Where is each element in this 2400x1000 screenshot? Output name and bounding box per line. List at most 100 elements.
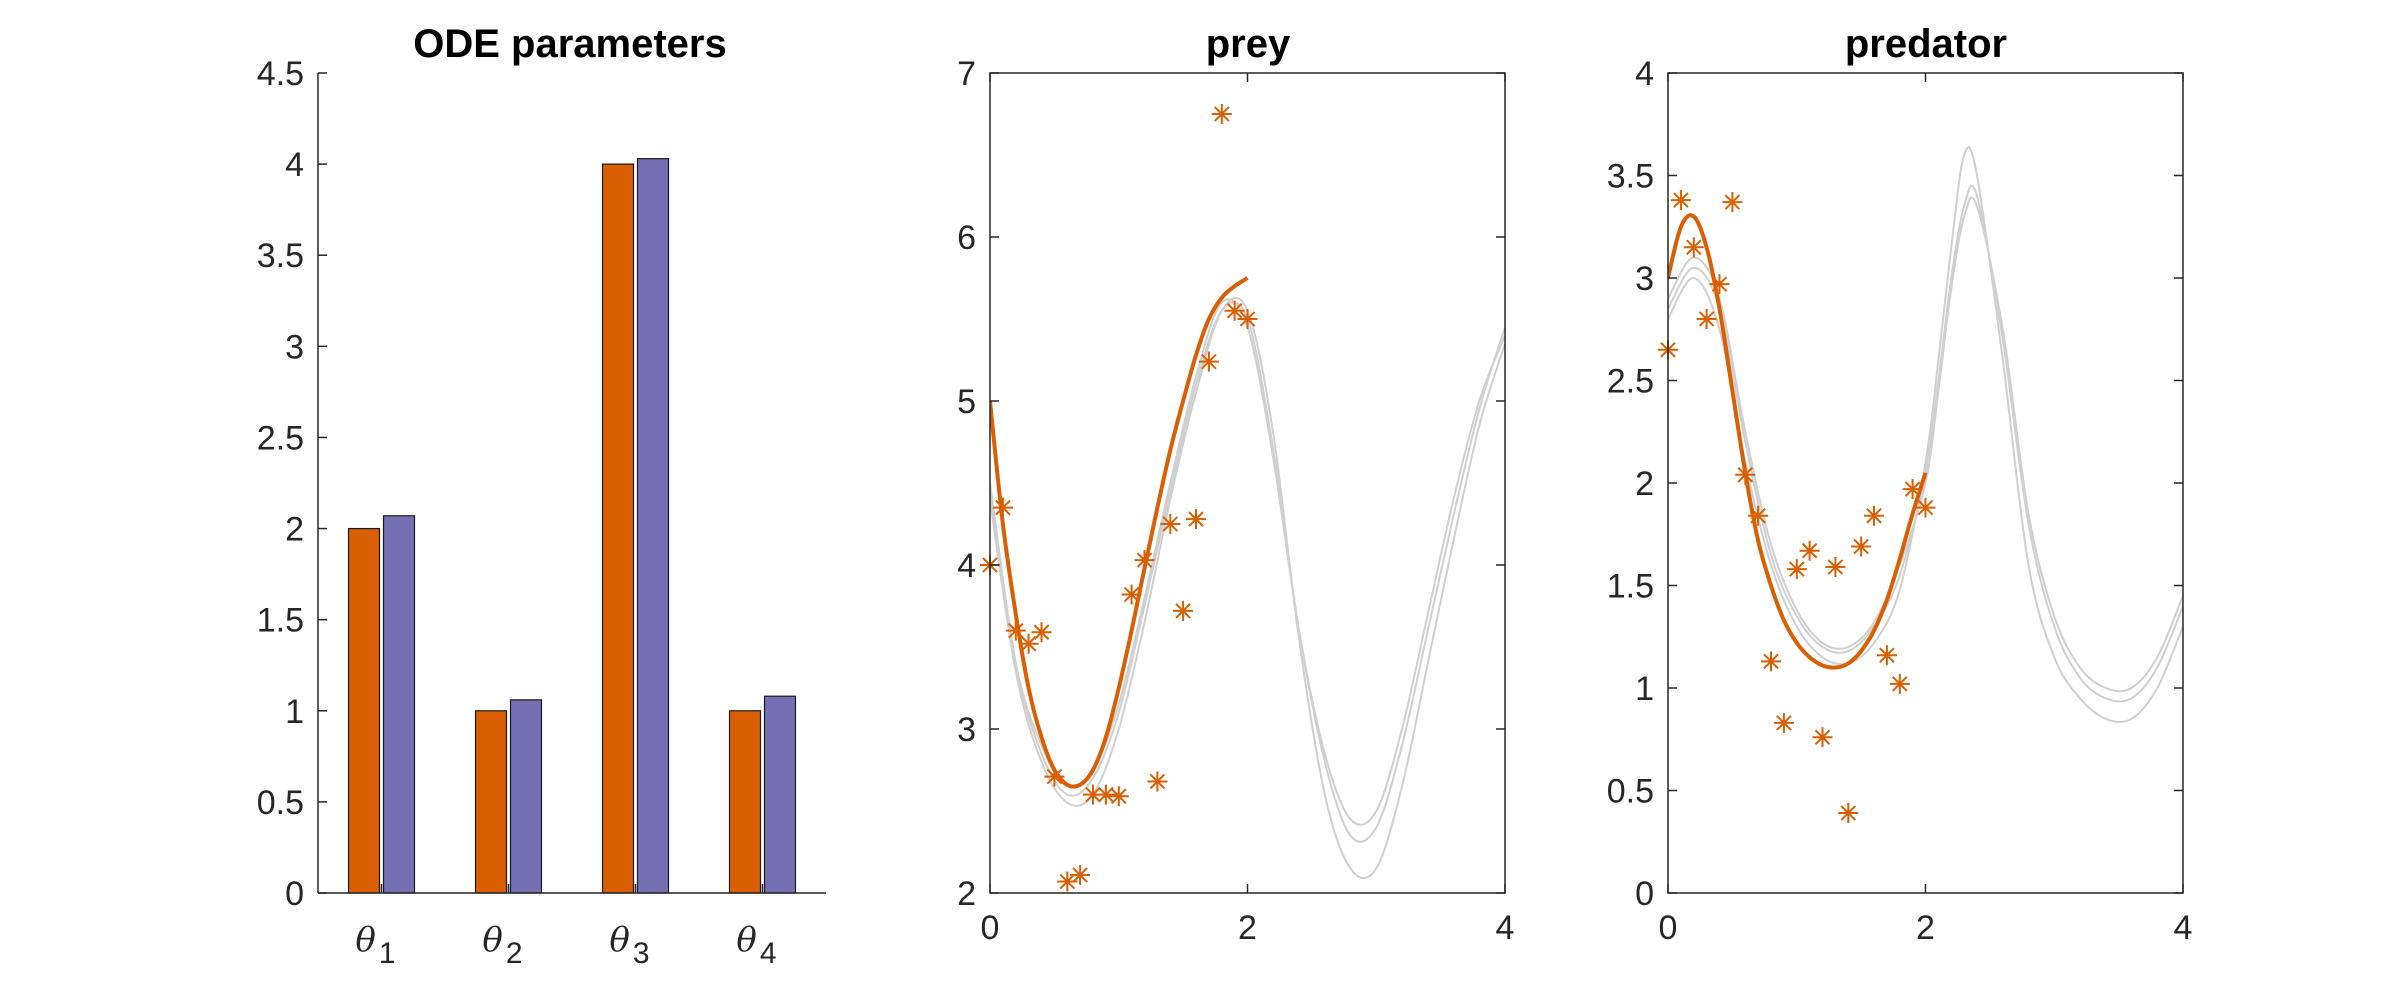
marker-stroke: [1020, 635, 1037, 652]
observation-marker: [1160, 514, 1181, 534]
observation-marker: [1786, 559, 1807, 580]
x-tick-label: 0: [981, 909, 1000, 947]
fitted-curve: [990, 276, 1249, 789]
marker-stroke: [1776, 715, 1792, 731]
chart-title-prey: prey: [1206, 22, 1291, 66]
observation-marker: [1864, 505, 1884, 526]
marker-stroke: [1072, 867, 1088, 883]
marker-stroke: [1046, 768, 1063, 785]
observation-marker: [1044, 766, 1065, 787]
y-tick-label: 3.5: [1607, 158, 1654, 196]
x-tick-label: 2: [1916, 909, 1935, 947]
marker-stroke: [1827, 559, 1844, 575]
observation-marker: [1889, 673, 1910, 694]
observation-marker: [1851, 536, 1872, 557]
observation-marker: [1211, 104, 1232, 124]
x-tick-label: 4: [1496, 909, 1515, 947]
observation-marker: [1121, 584, 1142, 605]
y-tick-label: 4: [1635, 55, 1654, 93]
observation-marker: [1773, 712, 1794, 733]
marker-stroke: [1737, 467, 1754, 483]
observation-marker: [1224, 300, 1245, 321]
x-tick-label: 2: [1238, 909, 1257, 947]
y-tick-label: 2: [1635, 465, 1654, 503]
observation-marker: [1057, 871, 1078, 892]
marker-stroke: [1789, 561, 1805, 577]
observation-marker: [1198, 351, 1219, 372]
y-tick-label: 2.5: [257, 419, 304, 457]
marker-stroke: [1814, 729, 1831, 745]
y-tick-label: 2: [285, 511, 304, 549]
marker-stroke: [995, 499, 1011, 516]
posterior-sample-line: [1668, 146, 2183, 723]
y-tick-label: 3: [1635, 260, 1654, 298]
plot-area-prey: [980, 104, 1505, 892]
observation-marker: [1812, 727, 1833, 748]
y-tick-label: 3: [285, 328, 304, 366]
marker-stroke: [1149, 773, 1166, 790]
fitted-curve: [1668, 213, 1928, 670]
x-tick-label-symbol: θ: [482, 920, 502, 960]
observation-marker: [1902, 479, 1923, 500]
marker-stroke: [1917, 499, 1934, 516]
marker-stroke: [1866, 508, 1882, 524]
series-group: [990, 276, 1505, 880]
posterior-sample-line: [990, 301, 1505, 843]
y-tick-label: 1.5: [1607, 568, 1654, 606]
panel-ode-parameters: ODE parameters 00.511.522.533.544.5θ 1 θ 2 θ…: [257, 22, 826, 970]
y-tick-label: 2: [957, 875, 976, 913]
y-tick-label: 2.5: [1607, 363, 1654, 401]
observation-marker: [1696, 309, 1717, 329]
marker-stroke: [1226, 303, 1243, 319]
y-tick-label: 0: [285, 875, 304, 913]
marker-stroke: [1686, 239, 1702, 256]
x-tick-label-symbol: θ: [355, 920, 375, 960]
bar-estimate: [636, 158, 670, 894]
panel-predator: predator 0 0.5 1 1.5 2 2.5 3 3.5 4 0 2 4: [1607, 22, 2193, 947]
y-tick-label: 5: [957, 383, 976, 421]
marker-stroke: [1698, 311, 1715, 327]
observation-marker: [1186, 509, 1206, 530]
marker-stroke: [1673, 192, 1689, 208]
y-tick-label: 1: [1635, 670, 1654, 708]
x-tick-label-symbol: θ: [609, 920, 629, 960]
observation-marker: [1031, 622, 1052, 643]
observation-marker: [1147, 771, 1168, 792]
y-tick-label: 1.5: [257, 602, 304, 640]
bar-estimate: [382, 515, 416, 894]
y-tick-label: 4.5: [257, 55, 304, 93]
observation-marker: [1237, 309, 1258, 329]
y-tick-label: 0.5: [1607, 773, 1654, 811]
axes-predator: 0 0.5 1 1.5 2 2.5 3 3.5 4 0 2 4: [1607, 55, 2193, 947]
marker-stroke: [1098, 786, 1114, 803]
y-tick-label: 0.5: [257, 784, 304, 822]
marker-stroke: [1214, 106, 1230, 122]
bar-estimate: [763, 695, 797, 894]
marker-stroke: [1008, 622, 1024, 639]
marker-stroke: [1059, 873, 1076, 890]
marker-stroke: [1840, 805, 1857, 821]
chart-title-predator: predator: [1845, 22, 2007, 66]
marker-stroke: [1136, 552, 1153, 568]
observation-marker: [1005, 620, 1026, 641]
bar-true: [347, 527, 381, 894]
y-tick-label: 6: [957, 219, 976, 257]
bar-group: [347, 158, 797, 894]
observation-marker: [1748, 505, 1769, 526]
marker-stroke: [1162, 516, 1179, 532]
observation-marker: [1095, 784, 1116, 805]
observation-marker: [1683, 237, 1704, 258]
marker-stroke: [1853, 538, 1869, 555]
marker-stroke: [1239, 311, 1256, 327]
y-tick-label: 0: [1635, 875, 1654, 913]
bar-true: [601, 163, 635, 894]
observation-marker: [992, 497, 1013, 518]
marker-stroke: [1763, 653, 1779, 670]
observation-marker: [1018, 633, 1039, 654]
y-tick-label: 7: [957, 55, 976, 93]
x-tick-label-subscript: 3: [633, 937, 650, 970]
